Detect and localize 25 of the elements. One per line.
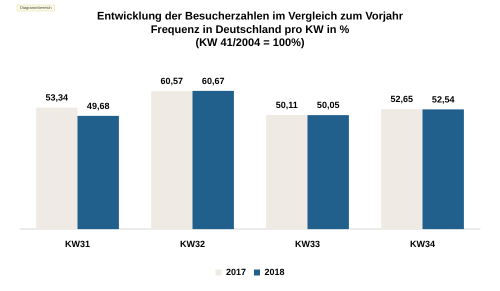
- data-label: 60,57: [160, 76, 184, 86]
- data-label: 52,65: [390, 94, 414, 104]
- legend-label: 2017: [226, 266, 246, 277]
- x-tick-label: KW33: [294, 239, 320, 250]
- text: Entwicklung der Besucherzahlen im Vergleich zum Vorjahr: [96, 10, 404, 23]
- x-tick-label: KW31: [64, 239, 90, 250]
- bar: [78, 116, 119, 230]
- bar: [36, 108, 78, 230]
- text: Frequenz in Deutschland pro KW in %: [150, 24, 350, 36]
- data-label: 60,67: [202, 76, 224, 86]
- bar: [381, 109, 422, 230]
- x-tick-label: KW32: [180, 239, 206, 250]
- legend-label: 2018: [264, 266, 285, 277]
- x-tick-label: KW34: [410, 239, 436, 250]
- bar: [151, 91, 192, 230]
- data-label: 49,68: [86, 100, 110, 111]
- data-label: 53,34: [46, 92, 68, 103]
- data-label: 52,54: [432, 94, 454, 104]
- data-label: 50,11: [276, 100, 298, 110]
- text: (KW 41/2004 = 100%): [195, 37, 305, 50]
- bar: [422, 109, 464, 230]
- bar: [192, 90, 234, 230]
- bar: [308, 115, 349, 230]
- data-label: 50,05: [316, 100, 340, 110]
- bar: [266, 114, 308, 230]
